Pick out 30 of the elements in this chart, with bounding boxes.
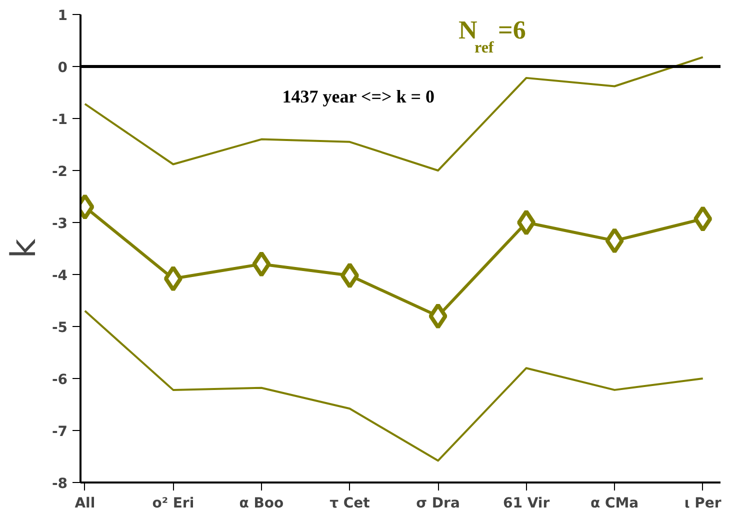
- y-tick-label: -4: [52, 268, 68, 284]
- point: [164, 266, 183, 292]
- point: [605, 228, 624, 254]
- y-axis-title: k: [4, 238, 44, 258]
- y-tick-label: -5: [52, 320, 68, 336]
- y-tick-label: -8: [52, 476, 68, 492]
- line-series: [84, 310, 704, 462]
- point: [516, 210, 536, 236]
- y-tick-label: -6: [52, 372, 68, 388]
- chart-title: Nref=6: [458, 16, 526, 56]
- x-tick-label: α Boo: [239, 496, 284, 512]
- y-tick-label: -7: [52, 424, 68, 440]
- x-tick-label: σ Dra: [416, 496, 460, 512]
- ref-line-label: 1437 year <=> k = 0: [282, 86, 435, 106]
- x-tick-label: o² Eri: [152, 496, 194, 512]
- y-tick-label: 0: [58, 60, 68, 76]
- point: [428, 303, 448, 330]
- x-tick-label: α CMa: [590, 496, 639, 512]
- y-tick-label: -1: [52, 112, 68, 128]
- point: [340, 262, 360, 289]
- x-tick-label: All: [74, 496, 96, 512]
- line-series: [84, 56, 704, 172]
- point: [252, 251, 271, 278]
- x-tick-label: ι Per: [684, 496, 722, 512]
- point: [694, 206, 712, 232]
- y-tick-label: 1: [58, 8, 68, 24]
- x-tick-label: τ Cet: [330, 496, 370, 512]
- y-tick-label: -3: [52, 216, 68, 232]
- x-tick-label: 61 Vir: [502, 496, 550, 512]
- y-tick-label: -2: [52, 164, 68, 180]
